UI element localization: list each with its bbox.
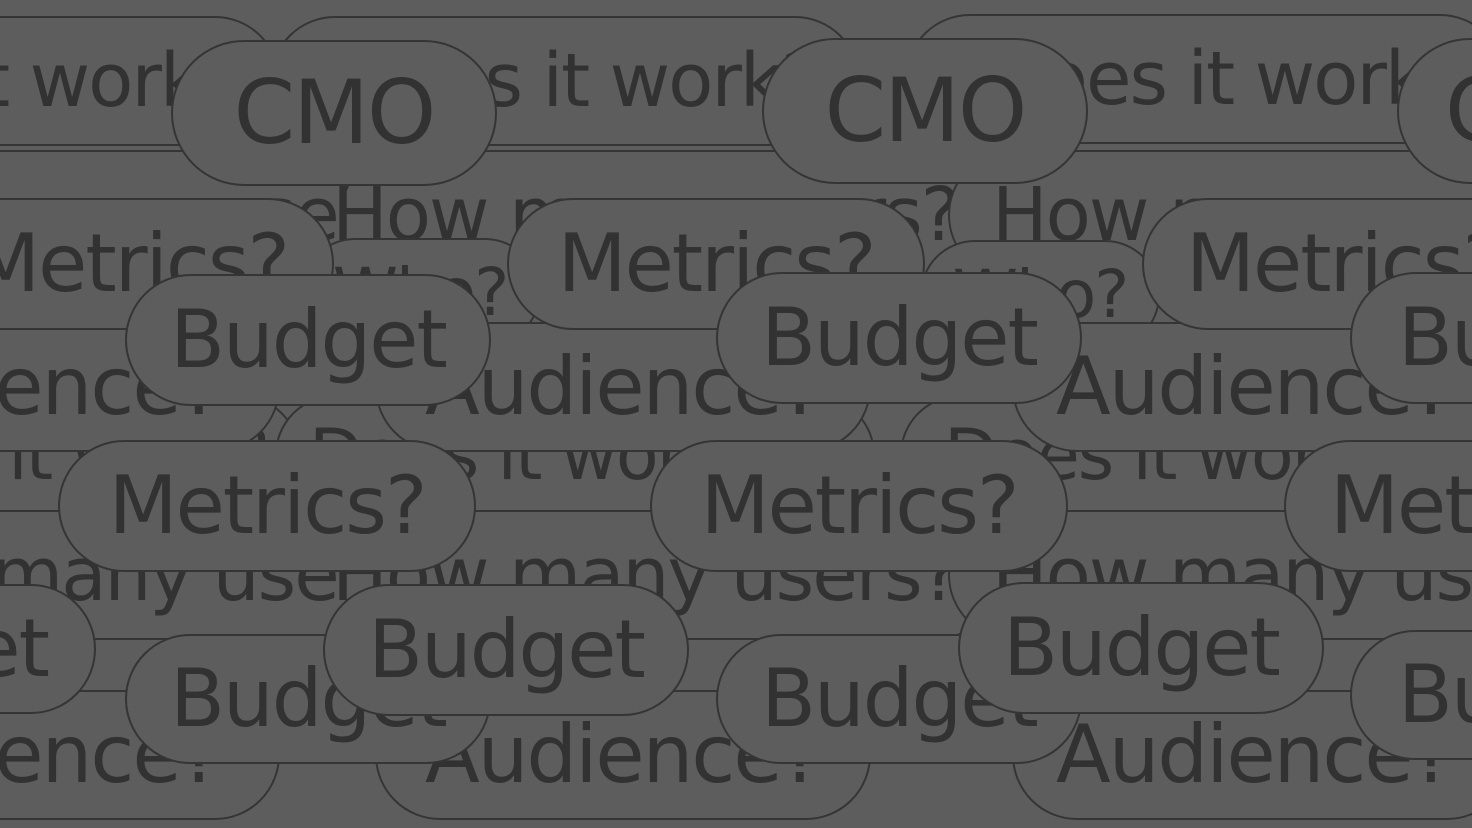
tag-pill-metrics: Metrics? (1142, 198, 1472, 330)
tag-label: Budget (170, 293, 448, 386)
tag-pill-budget: Budget (1350, 272, 1472, 404)
tag-label: Metrics? (1330, 459, 1472, 552)
tag-pill-budget: Budget (125, 274, 491, 406)
tag-label: Budget (1398, 648, 1472, 741)
tag-label: CMO (824, 59, 1028, 162)
tag-label: Metrics? (700, 459, 1020, 552)
tag-label: Metrics? (108, 459, 428, 552)
tag-pill-metrics: Metrics? (650, 440, 1068, 572)
tag-label: Budget (761, 291, 1039, 384)
tag-pill-budget: Budget (323, 584, 689, 716)
tag-pill: Budget (1350, 630, 1472, 760)
tag-label: Budget (0, 602, 50, 695)
tag-pill-metrics: Metrics? (58, 440, 476, 572)
tag-pill-cmo: CMO (762, 38, 1088, 184)
tag-pill: Budget (0, 584, 96, 714)
tag-pill-budget: Budget (716, 272, 1082, 404)
tag-pill-metrics: Metrics? (1284, 440, 1472, 572)
tag-label: CMO (233, 61, 437, 164)
tag-pill-budget: Budget (958, 582, 1324, 714)
tag-label: Budget (1398, 291, 1472, 384)
tag-label: Budget (1003, 601, 1281, 694)
tag-label: Budget (368, 603, 646, 696)
tag-label: CMO (1445, 67, 1472, 155)
tag-pill-cmo: CMO (171, 40, 497, 186)
